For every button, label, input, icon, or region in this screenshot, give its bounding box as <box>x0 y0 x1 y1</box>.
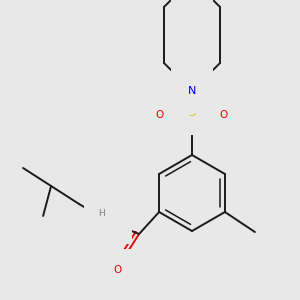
Text: N: N <box>107 217 115 227</box>
Text: S: S <box>188 108 196 118</box>
Text: H: H <box>98 209 104 218</box>
Text: O: O <box>113 265 121 275</box>
Text: N: N <box>188 86 196 96</box>
Text: O: O <box>156 110 164 120</box>
Text: O: O <box>220 110 228 120</box>
